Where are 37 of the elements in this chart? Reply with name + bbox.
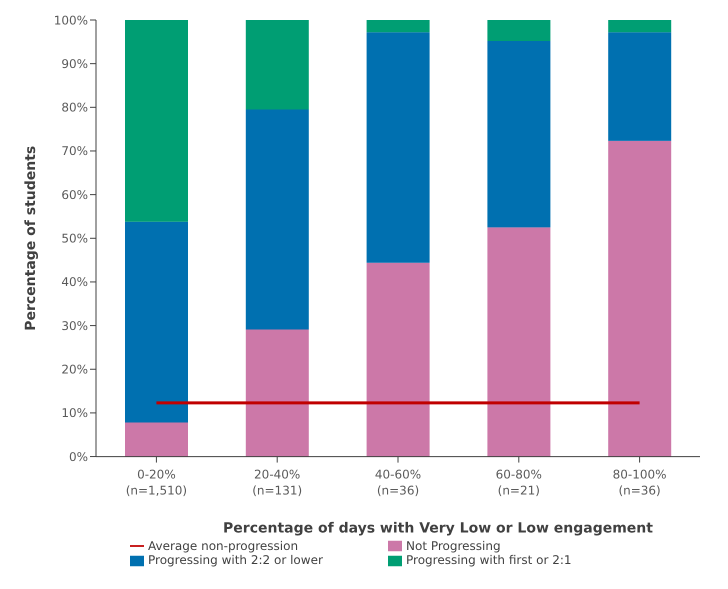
y-tick-label: 60% [61, 188, 88, 202]
bar [487, 40, 550, 228]
x-tick-label: 40-60% (n=36) [374, 468, 422, 498]
y-tick-label: 50% [61, 232, 88, 246]
y-tick-label: 90% [61, 56, 88, 71]
x-tick-label: 60-80% (n=21) [496, 468, 542, 498]
bar [487, 227, 550, 457]
legend-label: Progressing with 2:2 or lower [148, 553, 324, 568]
x-tick-label: 0-20% (n=1,510) [126, 468, 188, 498]
bar [246, 20, 309, 110]
x-tick-label: 20-40% (n=131) [252, 468, 302, 498]
bar [366, 32, 430, 263]
bar [246, 109, 309, 330]
bar [487, 20, 550, 41]
bar [366, 20, 430, 32]
x-axis-title: Percentage of days with Very Low or Low engagement [223, 520, 654, 537]
bar [125, 222, 188, 423]
bar [608, 20, 672, 32]
y-tick-label: 20% [61, 362, 88, 377]
bar [246, 330, 309, 457]
y-tick-label: 100% [54, 13, 88, 28]
bar [366, 262, 430, 457]
legend-label: Not Progressing [406, 538, 502, 553]
y-axis-title: Percentage of students [22, 146, 39, 331]
legend-label: Average non-progression [148, 538, 300, 553]
y-tick-label: 40% [61, 275, 88, 290]
y-tick-label: 80% [61, 100, 88, 115]
y-tick-label: 30% [61, 318, 88, 333]
y-tick-label: 10% [61, 406, 88, 420]
y-tick-label: 70% [61, 144, 88, 158]
bar [125, 20, 188, 222]
bar [608, 140, 672, 457]
y-tick-label: 0% [68, 450, 88, 464]
legend-label: Progressing with first or 2:1 [406, 553, 573, 568]
bar [125, 422, 188, 457]
x-tick-label: 80-100% (n=36) [612, 468, 667, 498]
bar [608, 32, 672, 141]
